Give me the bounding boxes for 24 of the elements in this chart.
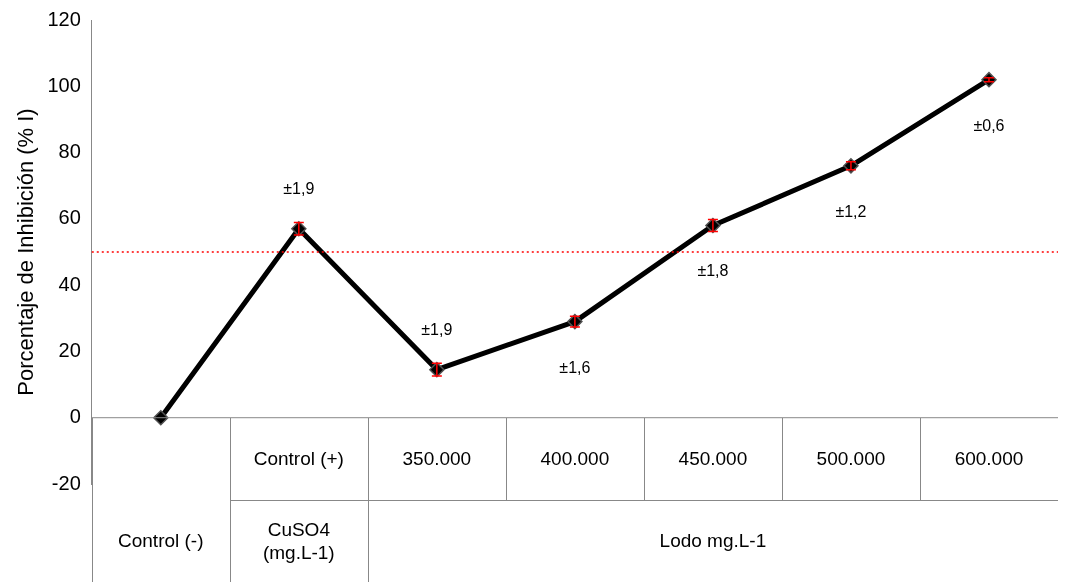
y-tick-label: -20 [51, 471, 81, 494]
x-tick-label: 500.000 [815, 447, 887, 472]
annotation: ±1,6 [558, 357, 592, 378]
y-tick-label: 20 [58, 338, 81, 361]
x-tick-label: 350.000 [401, 447, 473, 472]
y-tick-label: 80 [58, 140, 81, 163]
y-tick-label: 100 [47, 73, 81, 96]
y-tick-label: 60 [58, 206, 81, 229]
x-tick-label: 450.000 [677, 447, 749, 472]
y-tick-label: 120 [47, 7, 81, 30]
annotation: ±1,9 [420, 319, 454, 340]
text: Control (-) [117, 529, 205, 554]
x-tick-label: 400.000 [539, 447, 611, 472]
y-axis-title: Porcentaje de Inhibición (% I) [13, 108, 39, 396]
annotation: ±1,9 [282, 178, 316, 199]
text: Lodo mg.L-1 [658, 529, 768, 554]
annotation: ±0,6 [972, 115, 1006, 136]
text: CuSO4 (mg.L-1) [261, 517, 336, 565]
annotation: ±1,8 [696, 261, 730, 282]
y-tick-label: 40 [58, 272, 81, 295]
x-tick-label: 600.000 [953, 447, 1025, 472]
annotation: ±1,2 [834, 201, 868, 222]
x-tick-label: Control (+) [252, 447, 345, 472]
y-tick-label: 0 [69, 405, 81, 428]
